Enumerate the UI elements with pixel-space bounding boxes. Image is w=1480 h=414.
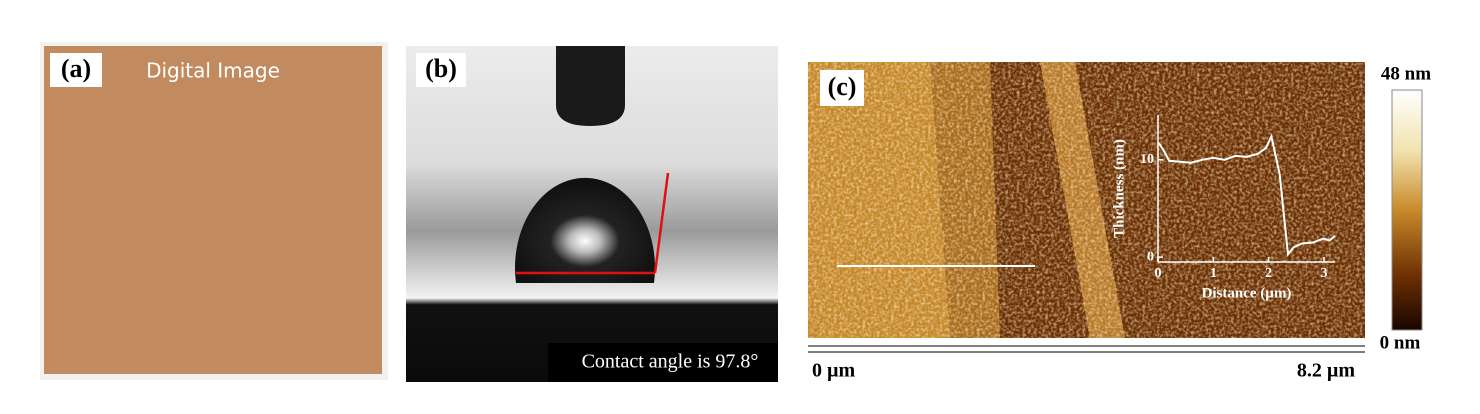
y-tick-label: 10 xyxy=(1140,152,1154,167)
panel-label: (b) xyxy=(425,54,457,83)
colorbar xyxy=(1391,89,1423,331)
colorbar-max: 48 nm xyxy=(1381,63,1431,84)
scale-label: 0 µm xyxy=(812,360,856,382)
caption: Contact angle is 97.8° xyxy=(582,351,759,373)
profile xyxy=(1157,133,1336,257)
caption-box xyxy=(548,343,778,382)
needle xyxy=(556,46,625,126)
y-axis-label: Thickness (nm) xyxy=(1111,139,1127,238)
caption: Digital Image xyxy=(146,59,280,83)
scale-label: 8.2 µm xyxy=(1297,360,1356,382)
afm-image xyxy=(808,62,1365,338)
tangent xyxy=(653,172,670,274)
x-axis-label: Distance (µm) xyxy=(1202,285,1292,301)
colorbar-min: 0 nm xyxy=(1380,332,1421,353)
panel-label: (a) xyxy=(61,54,91,83)
inset-chart: 0 1 2 3 0 10 Distance (µm) Thickness (nm) xyxy=(1111,115,1336,301)
label-box xyxy=(416,53,466,87)
x-tick-label: 1 xyxy=(1210,266,1217,281)
copper-sheet xyxy=(44,46,382,374)
x-tick-label: 3 xyxy=(1320,266,1327,281)
label-box xyxy=(50,53,102,87)
x-tick-label: 2 xyxy=(1265,266,1272,281)
label-box xyxy=(820,70,864,106)
panel-label: (c) xyxy=(828,72,857,101)
droplet xyxy=(515,177,655,283)
y-tick-label: 0 xyxy=(1147,249,1154,264)
x-tick-label: 0 xyxy=(1155,266,1162,281)
